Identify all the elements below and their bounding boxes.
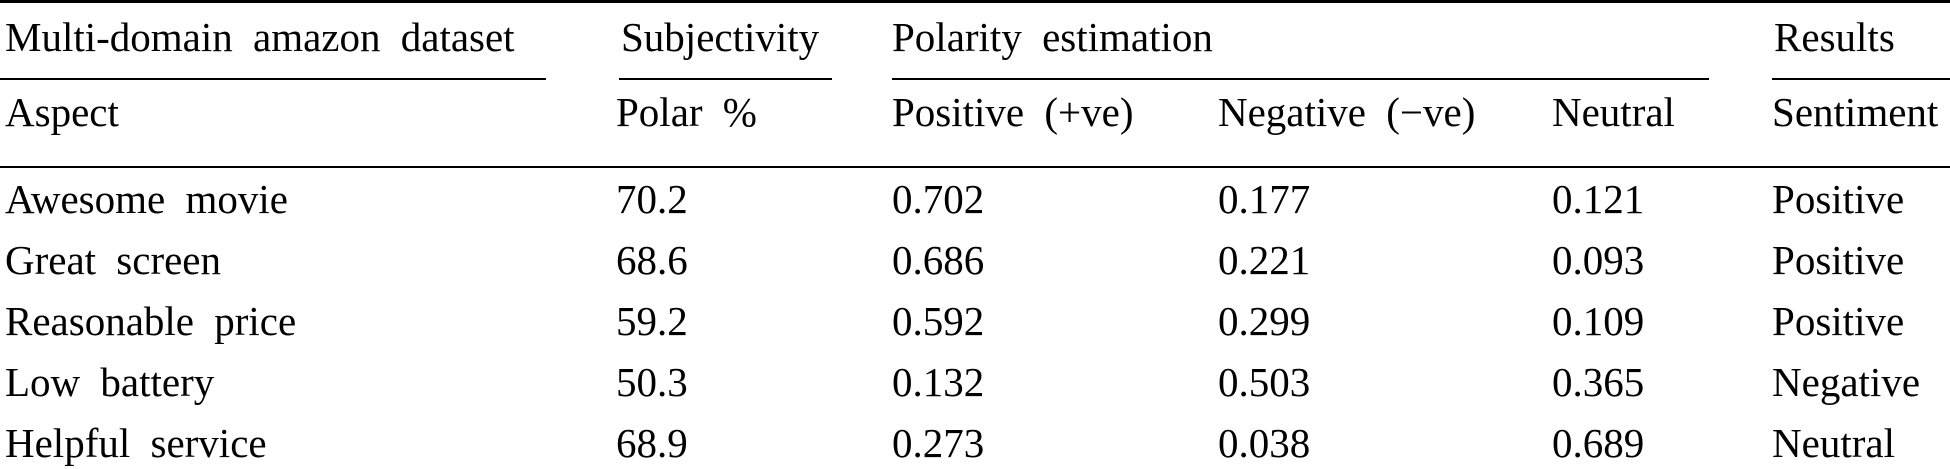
cell-negative: 0.038: [1218, 419, 1311, 466]
cell-sentiment: Positive: [1772, 297, 1905, 344]
cell-negative: 0.221: [1218, 236, 1311, 283]
group-header-results-cell: Results: [1760, 2, 1950, 80]
column-header-neutral: Neutral: [1545, 80, 1761, 168]
cell-polar-pct: 70.2: [616, 175, 688, 222]
cell-negative: 0.299: [1218, 297, 1311, 344]
column-header-row: Aspect Polar % Positive (+ve) Negative (…: [0, 80, 1950, 168]
table-row: Awesome movie 70.2 0.702 0.177 0.121 Pos…: [0, 167, 1950, 229]
column-header-aspect: Aspect: [0, 80, 612, 168]
cell-neutral: 0.109: [1552, 297, 1645, 344]
cell-neutral: 0.689: [1552, 419, 1645, 466]
aspect-text: Helpful service: [5, 419, 267, 466]
group-header-polarity-cell: Polarity estimation: [885, 2, 1760, 80]
cell-positive: 0.273: [892, 419, 985, 466]
table-row: Helpful service 68.9 0.273 0.038 0.689 N…: [0, 412, 1950, 469]
group-header-row: Multi-domain amazon dataset Subjectivity…: [0, 2, 1950, 80]
group-header-dataset: Multi-domain amazon dataset: [0, 3, 546, 80]
column-header-sentiment: Sentiment: [1760, 80, 1950, 168]
cell-polar-pct: 59.2: [616, 297, 688, 344]
group-header-subjectivity: Subjectivity: [619, 3, 832, 80]
cell-polar-pct: 50.3: [616, 358, 688, 405]
group-header-polarity: Polarity estimation: [892, 3, 1709, 80]
cell-aspect: Great screen: [0, 229, 612, 290]
aspect-text: Awesome movie: [5, 175, 288, 222]
column-header-negative: Negative (−ve): [1213, 80, 1545, 168]
cell-negative: 0.503: [1218, 358, 1311, 405]
cell-polar-pct: 68.9: [616, 419, 688, 466]
cell-positive: 0.592: [892, 297, 985, 344]
cell-sentiment: Positive: [1772, 175, 1905, 222]
group-header-dataset-cell: Multi-domain amazon dataset: [0, 2, 612, 80]
column-header-aspect-label: Aspect: [5, 89, 119, 135]
cell-aspect: Helpful service: [0, 412, 612, 469]
cell-aspect: Low battery: [0, 351, 612, 412]
cell-polar-pct: 68.6: [616, 236, 688, 283]
cell-sentiment: Neutral: [1772, 419, 1895, 466]
table-row: Great screen 68.6 0.686 0.221 0.093 Posi…: [0, 229, 1950, 290]
cell-aspect: Awesome movie: [0, 167, 612, 229]
cell-negative: 0.177: [1218, 175, 1311, 222]
cell-neutral: 0.365: [1552, 358, 1645, 405]
cell-positive: 0.132: [892, 358, 985, 405]
cell-positive: 0.702: [892, 175, 985, 222]
column-header-polar-pct: Polar %: [612, 80, 885, 168]
cell-sentiment: Positive: [1772, 236, 1905, 283]
table-row: Low battery 50.3 0.132 0.503 0.365 Negat…: [0, 351, 1950, 412]
cell-neutral: 0.121: [1552, 175, 1645, 222]
table-row: Reasonable price 59.2 0.592 0.299 0.109 …: [0, 290, 1950, 351]
cell-positive: 0.686: [892, 236, 985, 283]
cell-aspect: Reasonable price: [0, 290, 612, 351]
aspect-text: Low battery: [5, 358, 215, 405]
aspect-text: Reasonable price: [5, 297, 297, 344]
cell-sentiment: Negative: [1772, 358, 1921, 405]
group-header-results: Results: [1772, 3, 1950, 80]
column-header-positive: Positive (+ve): [885, 80, 1213, 168]
cell-neutral: 0.093: [1552, 236, 1645, 283]
group-header-subjectivity-cell: Subjectivity: [612, 2, 885, 80]
aspect-text: Great screen: [5, 236, 222, 283]
